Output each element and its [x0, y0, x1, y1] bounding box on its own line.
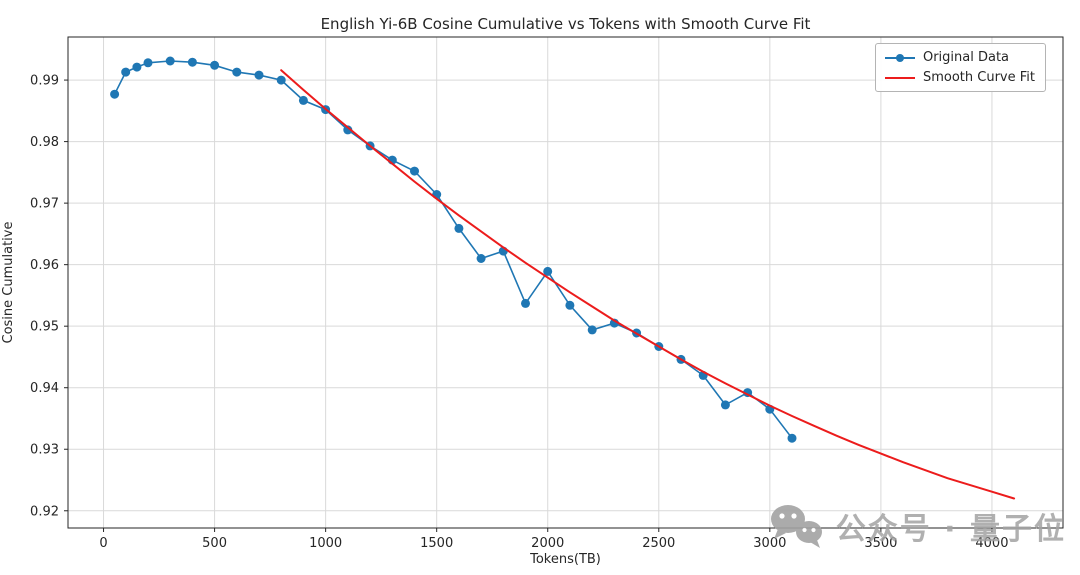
legend-label-original-data: Original Data [922, 50, 1010, 65]
legend-label-smooth-curve-fit: Smooth Curve Fit [922, 70, 1035, 85]
y-tick-label: 0.94 [30, 381, 59, 396]
plot-border [67, 36, 1064, 529]
data-point-marker [454, 223, 464, 233]
x-tick-label: 0 [99, 536, 107, 551]
legend: Original Data Smooth Curve Fit [874, 43, 1046, 92]
y-tick-label: 0.95 [30, 320, 59, 335]
original-data-markers [110, 56, 797, 443]
data-point-marker [521, 298, 530, 308]
watermark-text: 公众号 · 量子位 [835, 512, 1066, 547]
data-point-marker [232, 67, 242, 77]
x-tick-label: 3000 [753, 536, 786, 551]
smooth-curve-fit-line [280, 69, 1016, 500]
data-point-marker [254, 70, 264, 80]
watermark: 公众号 · 量子位 [768, 503, 1066, 549]
y-tick-label: 0.97 [30, 197, 59, 212]
data-point-marker [787, 433, 797, 443]
y-tick-label: 0.98 [30, 135, 59, 150]
data-point-marker [210, 60, 220, 70]
data-point-marker [343, 125, 353, 135]
legend-item-original-data: Original Data [884, 50, 1035, 65]
y-tick-label: 0.96 [30, 258, 59, 273]
data-point-marker [720, 400, 730, 410]
data-point-marker [410, 166, 419, 176]
x-tick-label: 2000 [531, 536, 564, 551]
y-tick-label: 0.93 [30, 443, 59, 458]
x-tick-label: 3500 [864, 536, 897, 551]
data-point-marker [543, 266, 553, 276]
data-point-marker [476, 254, 486, 263]
grid [68, 37, 1063, 528]
data-point-marker [187, 57, 197, 67]
legend-item-smooth-curve-fit: Smooth Curve Fit [884, 70, 1035, 85]
data-point-marker [587, 325, 597, 335]
data-point-marker [276, 75, 286, 85]
data-point-marker [565, 300, 575, 310]
x-tick-label: 1500 [420, 536, 453, 551]
data-point-marker [121, 67, 131, 77]
original-data-line [113, 60, 793, 439]
y-tick-label: 0.99 [30, 74, 59, 89]
x-axis-label: Tokens(TB) [530, 552, 601, 567]
data-point-marker [143, 58, 153, 68]
data-point-marker [298, 95, 308, 105]
x-tick-label: 1000 [309, 536, 342, 551]
tick-labels: 0 500 1000 1500 2000 2500 3000 3500 4000 0.92 0.93… [30, 74, 1008, 551]
wechat-bubbles-icon [770, 505, 822, 548]
smooth-curve-swatch-icon [884, 73, 915, 83]
x-tick-label: 4000 [975, 536, 1008, 551]
y-tick-label: 0.92 [30, 504, 59, 519]
data-point-marker [132, 62, 142, 72]
original-data-swatch-icon [884, 53, 915, 63]
y-axis-label: Cosine Cumulative [1, 221, 16, 344]
data-point-marker [110, 89, 120, 99]
chart-title: English Yi-6B Cosine Cumulative vs Token… [320, 15, 811, 33]
data-point-marker [165, 56, 175, 66]
tick-marks [64, 79, 993, 532]
x-tick-label: 2500 [642, 536, 675, 551]
x-tick-label: 500 [202, 536, 227, 551]
